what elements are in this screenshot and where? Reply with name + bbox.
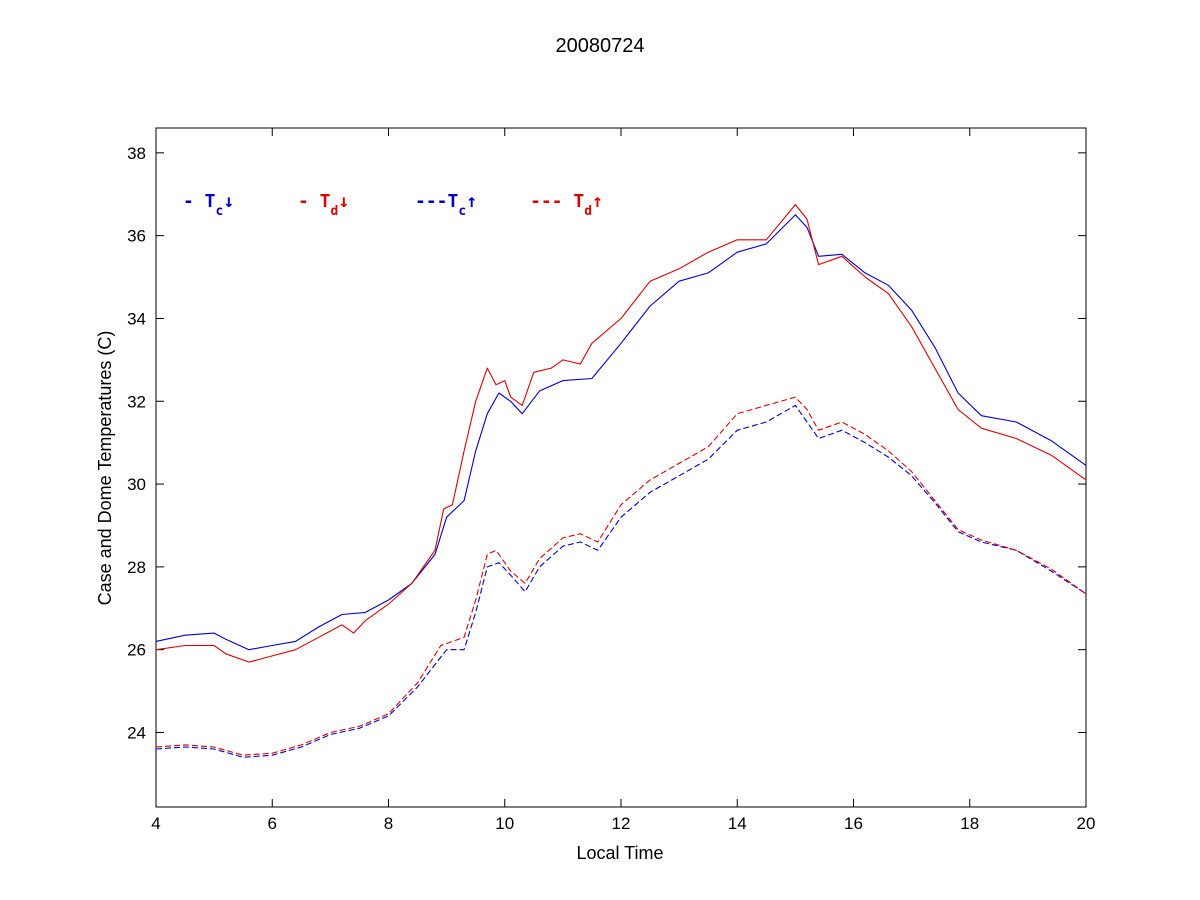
legend-entry-4: --- Td↑ (530, 191, 603, 219)
x-tick-label: 8 (384, 814, 393, 833)
chart-title: 20080724 (556, 35, 645, 57)
legend-entry-1: - Tc↓ (183, 191, 234, 219)
y-axis-label: Case and Dome Temperatures (C) (95, 331, 115, 606)
series-line-4 (155, 396, 1087, 756)
x-tick-label: 12 (612, 814, 631, 833)
y-tick-label: 34 (127, 309, 146, 328)
y-tick-label: 28 (127, 558, 146, 577)
y-tick-label: 26 (127, 641, 146, 660)
legend-entry-2: - Td↓ (298, 191, 349, 219)
x-tick-label: 6 (268, 814, 277, 833)
axes-box (155, 127, 1087, 808)
x-axis-label: Local Time (576, 843, 663, 863)
series-line-3 (155, 404, 1087, 758)
x-tick-label: 10 (495, 814, 514, 833)
y-tick-label: 32 (127, 392, 146, 411)
y-tick-label: 38 (127, 144, 146, 163)
x-tick-label: 14 (728, 814, 747, 833)
y-tick-label: 30 (127, 475, 146, 494)
y-tick-label: 36 (127, 227, 146, 246)
legend: - Tc↓ - Td↓ ---Tc↑ --- Td↑ (183, 191, 603, 219)
x-tick-label: 4 (151, 814, 160, 833)
x-tick-label: 20 (1077, 814, 1096, 833)
x-tick-label: 16 (844, 814, 863, 833)
legend-entry-3: ---Tc↑ (415, 191, 477, 219)
y-tick-label: 24 (127, 723, 146, 742)
plot-area: 4 6 8 10 12 14 16 18 20 24 26 28 30 32 34 36 38 (127, 127, 1096, 833)
series-line-1 (155, 214, 1087, 651)
x-tick-label: 18 (960, 814, 979, 833)
series-line-2 (155, 204, 1087, 663)
